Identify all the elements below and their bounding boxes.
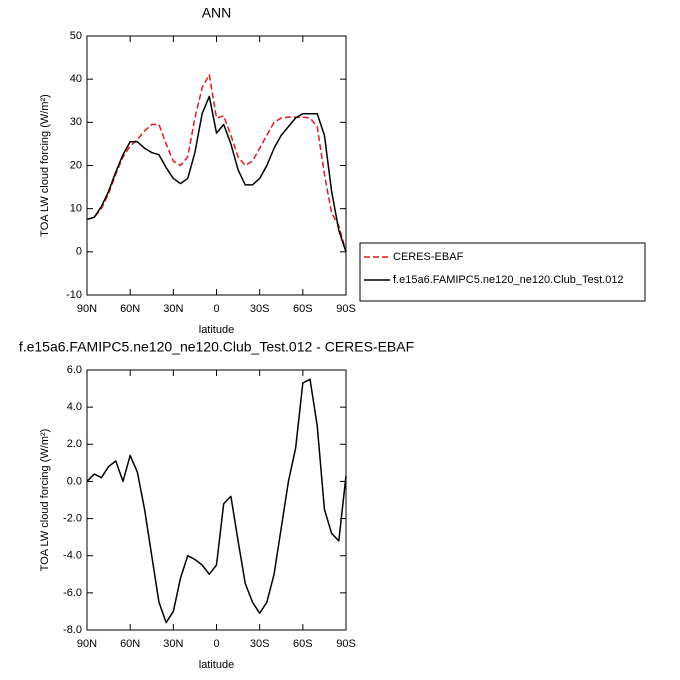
- chart-title: f.e15a6.FAMIPC5.ne120_ne120.Club_Test.01…: [19, 339, 414, 355]
- plot-frame: [86, 35, 347, 296]
- y-tick-label: -4.0: [63, 550, 82, 562]
- y-tick-label: -10: [66, 289, 82, 301]
- data-line: [86, 95, 347, 253]
- x-tick-label: 30S: [250, 638, 270, 650]
- y-tick-label: 10: [70, 203, 82, 215]
- y-tick-label: 0: [76, 246, 82, 258]
- x-tick-label: 0: [213, 303, 219, 315]
- y-tick-label: 20: [70, 159, 82, 171]
- y-axis-label: TOA LW cloud forcing (W/m²): [39, 429, 51, 572]
- chart-title: ANN: [202, 5, 232, 21]
- x-tick-label: 60N: [120, 303, 140, 315]
- x-tick-label: 30N: [163, 303, 183, 315]
- y-tick-label: -2.0: [63, 512, 82, 524]
- y-tick-label: -6.0: [63, 587, 82, 599]
- plot-frame: [86, 369, 347, 631]
- x-axis-label: latitude: [199, 659, 234, 671]
- x-tick-label: 90N: [77, 638, 97, 650]
- x-tick-label: 90N: [77, 303, 97, 315]
- legend-box: [359, 242, 646, 302]
- y-tick-label: -8.0: [63, 624, 82, 636]
- y-tick-label: 2.0: [67, 438, 82, 450]
- y-tick-label: 30: [70, 116, 82, 128]
- data-line: [86, 74, 347, 253]
- y-tick-label: 50: [70, 30, 82, 42]
- x-axis-label: latitude: [199, 324, 234, 336]
- y-tick-label: 0.0: [67, 475, 82, 487]
- legend-label: f.e15a6.FAMIPC5.ne120_ne120.Club_Test.01…: [393, 274, 624, 286]
- x-tick-label: 60S: [293, 638, 313, 650]
- x-tick-label: 30N: [163, 638, 183, 650]
- x-tick-label: 60N: [120, 638, 140, 650]
- x-tick-label: 60S: [293, 303, 313, 315]
- x-tick-label: 90S: [336, 638, 356, 650]
- y-axis-label: TOA LW cloud forcing (W/m²): [39, 94, 51, 237]
- y-tick-label: 4.0: [67, 401, 82, 413]
- x-tick-label: 90S: [336, 303, 356, 315]
- y-tick-label: 40: [70, 73, 82, 85]
- y-tick-label: 6.0: [67, 364, 82, 376]
- x-tick-label: 0: [213, 638, 219, 650]
- data-line: [86, 378, 347, 624]
- legend-label: CERES-EBAF: [393, 251, 464, 263]
- x-tick-label: 30S: [250, 303, 270, 315]
